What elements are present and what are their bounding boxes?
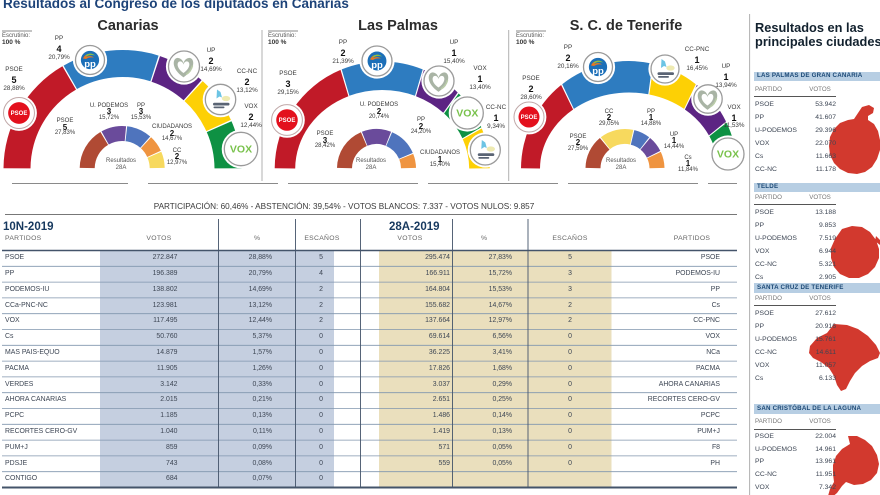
svg-text:PSOE: PSOE: [521, 115, 538, 121]
svg-text:VOX: VOX: [230, 144, 252, 156]
svg-text:pp: pp: [371, 60, 383, 71]
svg-text:pp: pp: [84, 59, 96, 70]
svg-text:PSOE: PSOE: [11, 111, 28, 117]
svg-text:VOX: VOX: [717, 149, 739, 161]
svg-text:PSOE: PSOE: [279, 118, 296, 124]
svg-text:VOX: VOX: [456, 108, 478, 120]
svg-text:pp: pp: [592, 66, 604, 77]
